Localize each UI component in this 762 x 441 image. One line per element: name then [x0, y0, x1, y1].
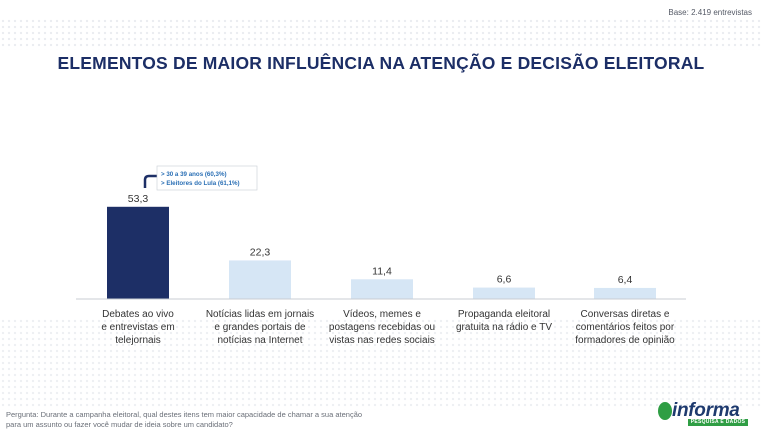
- question-footnote: Pergunta: Durante a campanha eleitoral, …: [6, 410, 363, 429]
- dot-pattern-bottom: [0, 318, 762, 410]
- logo-mark-icon: [658, 402, 672, 420]
- bar-2: [229, 260, 291, 299]
- bar-5: [594, 287, 656, 299]
- value-label-5: 6,4: [618, 274, 633, 286]
- annotation-line-2: > Eleitores do Lula (61,1%): [161, 180, 240, 187]
- page-title: ELEMENTOS DE MAIOR INFLUÊNCIA NA ATENÇÃO…: [57, 53, 705, 73]
- logo-text: informa: [672, 400, 740, 421]
- value-label-1: 53,3: [128, 193, 149, 205]
- annotation-box: [156, 165, 258, 191]
- annotation-bracket: [143, 174, 157, 188]
- highlight-annotation: > 30 a 39 anos (60,3%) > Eleitores do Lu…: [143, 165, 258, 191]
- bar-1: [107, 206, 169, 299]
- category-label-1: Debates ao vivo e entrevistas em telejorna…: [101, 309, 174, 346]
- informa-logo: informa PESQUISA E DADOS: [658, 400, 750, 426]
- value-label-3: 11,4: [372, 265, 392, 277]
- value-label-2: 22,3: [250, 246, 271, 258]
- bar-3: [351, 279, 413, 299]
- base-note: Base: 2.419 entrevistas: [668, 8, 752, 17]
- bar-4: [473, 287, 535, 299]
- value-label-4: 6,6: [497, 274, 512, 286]
- category-label-2: Notícias lidas em jornais e grandes porta…: [206, 309, 314, 346]
- category-label-5: Conversas diretas e comentários feitos po…: [575, 309, 675, 346]
- annotation-line-1: > 30 a 39 anos (60,3%): [161, 171, 227, 178]
- dot-pattern-top: [0, 18, 762, 50]
- logo-subtitle: PESQUISA E DADOS: [688, 419, 748, 426]
- category-label-3: Vídeos, memes e postagens recebidas ou vis…: [329, 309, 435, 346]
- category-label-4: Propaganda eleitoral gratuita na rádio e …: [456, 309, 552, 333]
